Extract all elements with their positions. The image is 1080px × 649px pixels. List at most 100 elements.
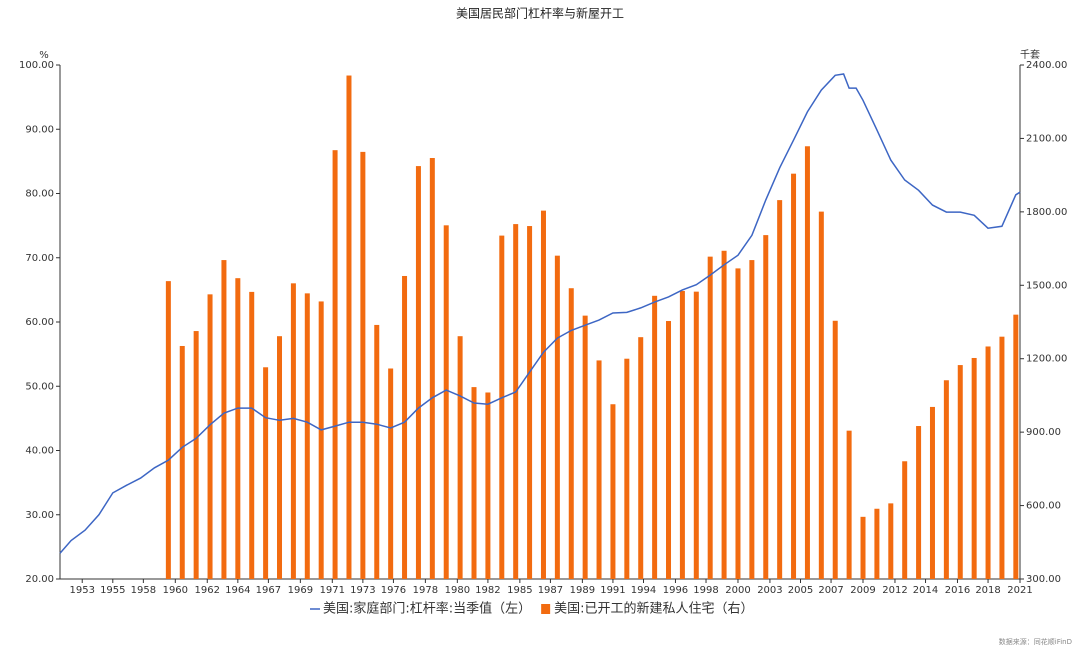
bar (457, 336, 463, 579)
x-tick-label: 2009 (850, 585, 875, 596)
y-axis-unit: % (39, 50, 49, 61)
y2-tick-label: 2100.00 (1026, 133, 1067, 144)
bar (513, 224, 519, 579)
x-tick-label: 2021 (1007, 585, 1032, 596)
bar (735, 268, 741, 579)
x-tick-label: 1998 (693, 585, 718, 596)
bar (846, 430, 852, 579)
x-tick-label: 1987 (538, 585, 563, 596)
y2-tick-label: 2400.00 (1026, 60, 1067, 71)
bar (318, 301, 324, 579)
x-tick-label: 1953 (70, 585, 95, 596)
bar (652, 295, 658, 579)
bar (707, 256, 713, 579)
x-tick-label: 1955 (100, 585, 125, 596)
x-tick-label: 2018 (975, 585, 1000, 596)
y-tick-label: 20.00 (25, 574, 54, 585)
bar (860, 516, 866, 579)
bar (277, 336, 283, 579)
bar (874, 508, 880, 579)
bar (471, 387, 477, 579)
x-tick-label: 1978 (413, 585, 438, 596)
y2-tick-label: 300.00 (1026, 574, 1061, 585)
bar (402, 275, 408, 579)
x-tick-label: 1985 (507, 585, 532, 596)
y-tick-label: 50.00 (25, 381, 54, 392)
x-tick-label: 1973 (350, 585, 375, 596)
bar (193, 331, 199, 579)
bar (916, 426, 922, 579)
y2-tick-label: 1800.00 (1026, 207, 1067, 218)
y-tick-label: 40.00 (25, 446, 54, 457)
bar (693, 291, 699, 579)
bar (443, 225, 449, 580)
bar (415, 166, 421, 579)
y-tick-label: 90.00 (25, 124, 54, 135)
bar (332, 150, 338, 580)
y-tick-label: 30.00 (25, 510, 54, 521)
x-tick-label: 2005 (788, 585, 813, 596)
bar (957, 365, 963, 579)
y-tick-label: 100.00 (19, 60, 54, 71)
bar (388, 368, 394, 579)
y-tick-label: 60.00 (25, 317, 54, 328)
y2-axis-unit: 千套 (1020, 48, 1040, 61)
x-tick-label: 2007 (818, 585, 843, 596)
bar (777, 200, 783, 579)
x-tick-label: 1976 (381, 585, 406, 596)
bar (624, 358, 630, 579)
x-tick-label: 1971 (320, 585, 345, 596)
bar (638, 337, 644, 579)
y2-tick-label: 900.00 (1026, 427, 1061, 438)
source-note: 数据来源：同花顺iFinD (999, 637, 1072, 646)
bar (791, 173, 797, 579)
x-tick-label: 1967 (256, 585, 281, 596)
y-tick-label: 70.00 (25, 253, 54, 264)
bar (165, 281, 171, 579)
bar (540, 210, 546, 579)
bar (304, 293, 310, 579)
bar (804, 146, 810, 579)
x-tick-label: 1994 (631, 585, 656, 596)
x-tick-label: 2014 (913, 585, 938, 596)
bar (568, 288, 574, 579)
bar (610, 404, 616, 579)
bar (999, 336, 1005, 579)
x-tick-label: 1982 (475, 585, 500, 596)
x-tick-label: 1989 (570, 585, 595, 596)
x-tick-label: 2000 (725, 585, 750, 596)
bar (1013, 314, 1019, 579)
y2-tick-label: 600.00 (1026, 501, 1061, 512)
bar (818, 211, 824, 580)
bar (263, 367, 269, 579)
x-tick-label: 2012 (882, 585, 907, 596)
x-tick-label: 1958 (131, 585, 156, 596)
x-tick-label: 1962 (195, 585, 220, 596)
bar (429, 158, 435, 579)
line (59, 73, 1021, 554)
bar (346, 75, 352, 579)
legend-label: 美国:家庭部门:杠杆率:当季值（左） (323, 601, 531, 617)
bar (290, 283, 296, 579)
bar (679, 290, 685, 579)
bar (221, 260, 227, 579)
bar (374, 324, 380, 579)
bar (721, 250, 727, 579)
legend-label: 美国:已开工的新建私人住宅（右） (554, 601, 753, 617)
y-tick-label: 80.00 (25, 189, 54, 200)
bar (749, 260, 755, 579)
bar (832, 320, 838, 579)
x-tick-label: 1969 (288, 585, 313, 596)
bar (888, 503, 894, 579)
bar (666, 321, 672, 579)
bar (499, 235, 505, 579)
bar (235, 278, 241, 579)
x-tick-label: 2016 (945, 585, 970, 596)
y2-tick-label: 1200.00 (1026, 354, 1067, 365)
bar (971, 357, 977, 579)
x-tick-label: 1991 (600, 585, 625, 596)
x-tick-label: 2003 (757, 585, 782, 596)
bar (902, 461, 908, 579)
bar (985, 346, 991, 579)
